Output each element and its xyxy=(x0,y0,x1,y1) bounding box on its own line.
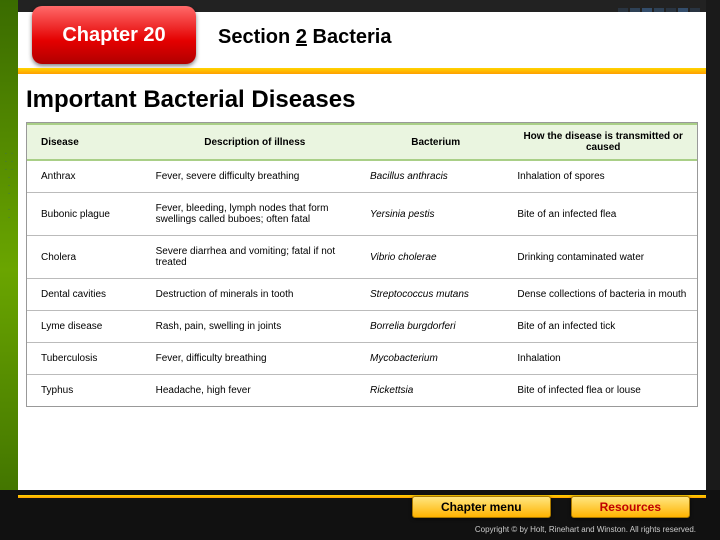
body: Important Bacterial Diseases Disease Des… xyxy=(26,80,698,480)
cell-description: Destruction of minerals in tooth xyxy=(148,279,362,311)
table-row: Bubonic plagueFever, bleeding, lymph nod… xyxy=(27,193,697,236)
diseases-table: Disease Description of illness Bacterium… xyxy=(27,123,697,406)
cell-description: Fever, bleeding, lymph nodes that form s… xyxy=(148,193,362,236)
frame-right xyxy=(706,0,720,540)
cell-transmission: Inhalation of spores xyxy=(509,160,697,193)
resources-button[interactable]: Resources xyxy=(571,496,690,518)
chapter-menu-button[interactable]: Chapter menu xyxy=(412,496,551,518)
section-prefix: Section xyxy=(218,26,290,48)
chapter-label: Chapter 20 xyxy=(62,24,165,47)
slide: · ·· ·· ······ Chapter 20 Section 2 Bact… xyxy=(0,0,720,540)
slide-title: Important Bacterial Diseases xyxy=(26,86,698,114)
col-transmission: How the disease is transmitted or caused xyxy=(509,124,697,160)
cell-bacterium: Bacillus anthracis xyxy=(362,160,509,193)
cell-bacterium: Mycobacterium xyxy=(362,343,509,375)
copyright-text: Copyright © by Holt, Rinehart and Winsto… xyxy=(475,525,696,534)
frame-left xyxy=(0,0,18,540)
cell-description: Headache, high fever xyxy=(148,375,362,407)
table-row: Dental cavitiesDestruction of minerals i… xyxy=(27,279,697,311)
cell-description: Severe diarrhea and vomiting; fatal if n… xyxy=(148,236,362,279)
section-label: Section 2 Bacteria xyxy=(218,26,391,49)
cell-disease: Tuberculosis xyxy=(27,343,148,375)
cell-bacterium: Streptococcus mutans xyxy=(362,279,509,311)
table-row: AnthraxFever, severe difficulty breathin… xyxy=(27,160,697,193)
cell-transmission: Bite of an infected flea xyxy=(509,193,697,236)
table-row: CholeraSevere diarrhea and vomiting; fat… xyxy=(27,236,697,279)
table-header-row: Disease Description of illness Bacterium… xyxy=(27,124,697,160)
cell-bacterium: Vibrio cholerae xyxy=(362,236,509,279)
table-row: Lyme diseaseRash, pain, swelling in join… xyxy=(27,311,697,343)
table-row: TyphusHeadache, high feverRickettsiaBite… xyxy=(27,375,697,407)
cell-disease: Bubonic plague xyxy=(27,193,148,236)
section-topic: Bacteria xyxy=(313,26,392,48)
cell-bacterium: Yersinia pestis xyxy=(362,193,509,236)
cell-transmission: Inhalation xyxy=(509,343,697,375)
table-body: AnthraxFever, severe difficulty breathin… xyxy=(27,160,697,406)
header: Chapter 20 Section 2 Bacteria xyxy=(18,12,706,72)
table-row: TuberculosisFever, difficulty breathingM… xyxy=(27,343,697,375)
cell-description: Fever, severe difficulty breathing xyxy=(148,160,362,193)
cell-disease: Anthrax xyxy=(27,160,148,193)
cell-bacterium: Rickettsia xyxy=(362,375,509,407)
cell-disease: Cholera xyxy=(27,236,148,279)
cell-disease: Dental cavities xyxy=(27,279,148,311)
nav-buttons: Chapter menu Resources xyxy=(412,496,690,518)
accent-bar xyxy=(18,68,706,74)
cell-description: Rash, pain, swelling in joints xyxy=(148,311,362,343)
col-bacterium: Bacterium xyxy=(362,124,509,160)
cell-disease: Lyme disease xyxy=(27,311,148,343)
left-dots-deco: · ·· ·· ······ xyxy=(4,150,14,222)
cell-bacterium: Borrelia burgdorferi xyxy=(362,311,509,343)
cell-transmission: Bite of infected flea or louse xyxy=(509,375,697,407)
section-number: 2 xyxy=(296,26,307,48)
cell-transmission: Bite of an infected tick xyxy=(509,311,697,343)
cell-transmission: Dense collections of bacteria in mouth xyxy=(509,279,697,311)
col-description: Description of illness xyxy=(148,124,362,160)
cell-description: Fever, difficulty breathing xyxy=(148,343,362,375)
col-disease: Disease xyxy=(27,124,148,160)
chapter-badge: Chapter 20 xyxy=(32,6,196,64)
cell-transmission: Drinking contaminated water xyxy=(509,236,697,279)
cell-disease: Typhus xyxy=(27,375,148,407)
diseases-table-wrap: Disease Description of illness Bacterium… xyxy=(26,122,698,407)
